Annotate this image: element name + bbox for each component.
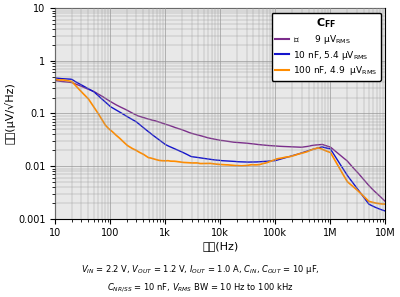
Text: $V_{IN}$ = 2.2 V, $V_{OUT}$ = 1.2 V, $I_{OUT}$ = 1.0 A, $C_{IN}$, $C_{OUT}$ = 10: $V_{IN}$ = 2.2 V, $V_{OUT}$ = 1.2 V, $I_… — [81, 263, 319, 276]
X-axis label: 频率(Hz): 频率(Hz) — [202, 241, 238, 251]
Text: $C_{NR/SS}$ = 10 nF, $V_{RMS}$ BW = 10 Hz to 100 kHz: $C_{NR/SS}$ = 10 nF, $V_{RMS}$ BW = 10 H… — [107, 281, 293, 294]
Y-axis label: 噪声(μV/√Hz): 噪声(μV/√Hz) — [4, 83, 15, 144]
Legend: 无      9 μV$_\mathregular{RMS}$, 10 nF, 5.4 μV$_\mathregular{RMS}$, 100 nF, 4.9 : 无 9 μV$_\mathregular{RMS}$, 10 nF, 5.4 μ… — [272, 13, 381, 81]
